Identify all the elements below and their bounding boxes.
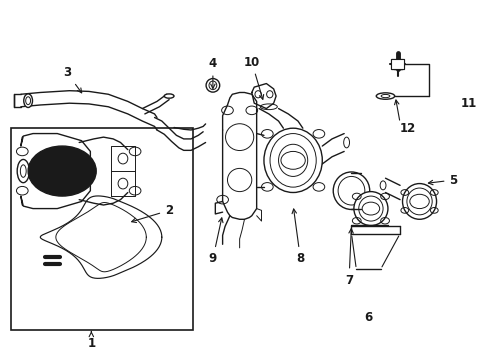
Ellipse shape (164, 94, 174, 98)
Ellipse shape (402, 184, 436, 219)
Ellipse shape (332, 172, 369, 210)
Text: 7: 7 (344, 229, 353, 287)
Text: 8: 8 (291, 209, 304, 265)
Ellipse shape (17, 159, 29, 183)
Bar (390, 59, 404, 69)
Text: 3: 3 (63, 66, 81, 93)
Text: 12: 12 (399, 122, 415, 135)
Text: 4: 4 (208, 57, 217, 89)
Ellipse shape (205, 78, 219, 92)
Ellipse shape (264, 128, 322, 193)
Text: 9: 9 (208, 218, 223, 265)
Ellipse shape (375, 93, 394, 99)
Text: 5: 5 (427, 174, 457, 186)
Ellipse shape (24, 94, 32, 108)
Bar (11, 128, 193, 330)
Text: 1: 1 (87, 332, 95, 350)
Text: 10: 10 (243, 55, 263, 99)
Text: 6: 6 (364, 311, 372, 324)
Circle shape (28, 146, 96, 196)
Text: 11: 11 (460, 97, 476, 110)
Text: 2: 2 (131, 204, 173, 222)
Ellipse shape (353, 192, 387, 226)
